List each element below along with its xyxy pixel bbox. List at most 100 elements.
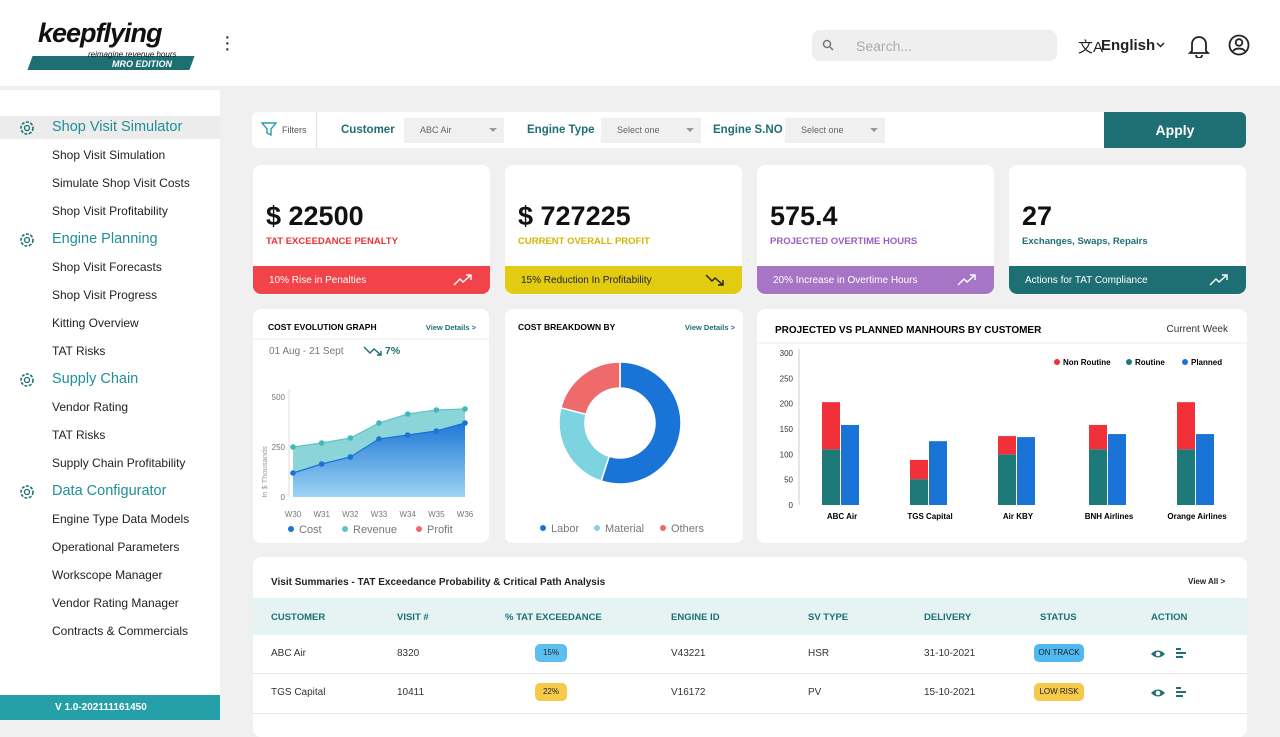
y-tick-label: 0 (789, 501, 794, 510)
area (293, 423, 465, 497)
bar (1196, 434, 1214, 505)
view-details[interactable]: View Details > (426, 323, 477, 332)
point (318, 461, 325, 467)
nav-item[interactable]: Contracts & Commercials (52, 624, 189, 638)
search-placeholder: Search... (856, 38, 913, 54)
filter-field-label: Engine S.NO (713, 124, 783, 136)
donut-slice (600, 361, 682, 485)
nav-item[interactable]: Vendor Rating Manager (52, 596, 179, 610)
list-line (1176, 691, 1186, 693)
table-link[interactable]: View All > (1188, 577, 1226, 586)
x-tick-label: ABC Air (827, 512, 857, 521)
table-header-row (253, 598, 1247, 635)
kpi-value: $ 727225 (518, 201, 631, 231)
x-tick-label: W36 (457, 510, 474, 519)
view-details[interactable]: View Details > (685, 323, 736, 332)
point (404, 432, 411, 438)
apply-button[interactable] (1104, 112, 1246, 148)
nav-item[interactable]: Vendor Rating (52, 400, 129, 414)
bar (910, 459, 928, 480)
kpi-value: $ 22500 (266, 201, 364, 231)
nav-item[interactable]: Workscope Manager (52, 568, 163, 582)
section-title[interactable]: Data Configurator (52, 483, 167, 499)
section-title[interactable]: Supply Chain (52, 371, 139, 387)
gear-hub (23, 236, 31, 244)
bar (1089, 424, 1107, 450)
bar (822, 449, 840, 505)
gear-hub (23, 124, 31, 132)
nav-item[interactable]: TAT Risks (52, 428, 106, 442)
logo: keepflying (38, 18, 163, 48)
section-title[interactable]: Engine Planning (52, 231, 158, 247)
nav-item[interactable]: Shop Visit Simulation (52, 148, 166, 162)
kpi-value: 27 (1022, 201, 1053, 231)
point (347, 435, 354, 441)
kpi-label: Exchanges, Swaps, Repairs (1022, 236, 1148, 247)
filter-value: Select one (617, 125, 660, 135)
nav-item[interactable]: TAT Risks (52, 344, 106, 358)
filter-select[interactable] (404, 118, 504, 143)
nav-item[interactable]: Shop Visit Forecasts (52, 260, 162, 274)
translate-icon: 文A (1078, 39, 1104, 56)
bar (1108, 434, 1126, 505)
point (433, 407, 440, 413)
nav-item[interactable]: Kitting Overview (52, 316, 139, 330)
period: Current Week (1166, 324, 1229, 335)
active-row (0, 116, 220, 139)
filter-select[interactable] (601, 118, 701, 143)
lang-caret (1156, 42, 1165, 48)
nav-item[interactable]: Shop Visit Profitability (52, 204, 168, 218)
nav-item[interactable]: Operational Parameters (52, 540, 180, 554)
menu-dots[interactable]: · · · (224, 26, 231, 60)
nav-item[interactable]: Shop Visit Progress (52, 288, 158, 302)
gear-hub (23, 488, 31, 496)
chart-title: COST BREAKDOWN BY (518, 322, 616, 332)
nav-item[interactable]: Engine Type Data Models (52, 512, 190, 526)
bell-icon[interactable] (1188, 34, 1210, 58)
tat-badge: 15% (535, 644, 567, 662)
list-line (1176, 687, 1181, 689)
version: V 1.0-202111161450 (55, 702, 147, 713)
kpi-label: CURRENT OVERALL PROFIT (518, 236, 650, 247)
nav-item[interactable]: Simulate Shop Visit Costs (52, 176, 190, 190)
kpi-strip (253, 266, 490, 294)
y-tick-label: 300 (780, 349, 794, 358)
legend-label: Revenue (353, 524, 397, 536)
language[interactable]: English (1101, 37, 1156, 54)
legend-dot (1054, 359, 1060, 365)
table-cell: V16172 (671, 687, 706, 698)
change-icon (363, 346, 382, 356)
section-icon (20, 373, 34, 387)
legend-dot (594, 525, 600, 531)
status-badge: ON TRACK (1034, 644, 1084, 662)
table-cell: ABC Air (271, 648, 307, 659)
legend-dot (1126, 359, 1132, 365)
legend-label: Cost (299, 524, 322, 536)
y-tick-label: 150 (780, 425, 794, 434)
search-box[interactable] (812, 30, 1057, 61)
kpi-strip (505, 266, 742, 294)
legend-dot (660, 525, 666, 531)
table-cell: PV (808, 687, 822, 698)
bar (1177, 402, 1195, 450)
edition: MRO EDITION (112, 59, 172, 69)
x-tick-label: Orange Airlines (1167, 512, 1227, 521)
legend-label: Routine (1135, 358, 1165, 367)
filter-select[interactable] (785, 118, 885, 143)
user-icon[interactable] (1228, 34, 1250, 56)
gear (20, 233, 34, 247)
bar (1017, 437, 1035, 505)
y-tick-label: 200 (780, 400, 794, 409)
bar (910, 479, 928, 505)
filter-divider (316, 112, 317, 148)
section-title[interactable]: Shop Visit Simulator (52, 119, 183, 135)
nav-item[interactable]: Supply Chain Profitability (52, 456, 186, 470)
filter-label: Filters (282, 125, 307, 135)
select-caret (686, 128, 694, 132)
kpi-note: 10% Rise in Penalties (269, 275, 367, 286)
apply-label[interactable]: Apply (1155, 122, 1195, 138)
x-tick-label: W32 (342, 510, 359, 519)
action-icons[interactable] (1150, 685, 1190, 701)
action-icons[interactable] (1150, 646, 1190, 662)
